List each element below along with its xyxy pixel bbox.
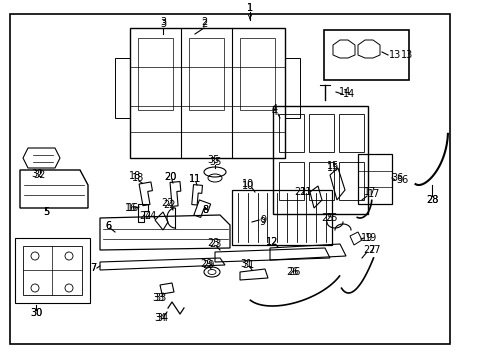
Text: 21: 21 (294, 187, 306, 197)
Text: 35: 35 (206, 155, 219, 165)
Text: 28: 28 (425, 195, 437, 205)
Bar (231, 190, 331, 245)
Text: 3: 3 (160, 17, 166, 27)
Text: 29: 29 (200, 259, 212, 269)
Text: 18: 18 (132, 173, 144, 183)
Text: 4: 4 (271, 107, 278, 117)
Text: 26: 26 (285, 267, 298, 277)
Bar (23, 246, 82, 295)
Bar (279, 162, 304, 200)
Text: 35: 35 (208, 157, 221, 167)
Bar (272, 106, 367, 214)
Text: 32: 32 (34, 170, 46, 180)
Bar (338, 162, 363, 200)
Text: 5: 5 (43, 207, 49, 217)
Text: 31: 31 (242, 260, 254, 270)
Text: 13: 13 (388, 50, 401, 60)
Text: 25: 25 (321, 213, 333, 223)
Text: 36: 36 (395, 175, 407, 185)
Text: 29: 29 (202, 260, 214, 270)
Text: 24: 24 (143, 211, 156, 221)
Text: 10: 10 (242, 179, 254, 189)
Text: 28: 28 (425, 195, 437, 205)
Text: 15: 15 (326, 163, 339, 173)
Bar (338, 114, 363, 152)
Text: 17: 17 (367, 189, 380, 199)
Text: 12: 12 (265, 237, 278, 247)
Text: 22: 22 (163, 200, 176, 210)
Text: 16: 16 (126, 203, 139, 213)
Text: 6: 6 (105, 221, 111, 231)
Text: 2: 2 (201, 19, 207, 29)
Text: 2: 2 (201, 17, 207, 27)
Text: 17: 17 (363, 187, 375, 197)
Text: 30: 30 (30, 308, 42, 318)
Text: 31: 31 (240, 259, 252, 269)
Bar (324, 30, 408, 80)
Text: 7: 7 (90, 263, 96, 273)
Text: 15: 15 (326, 161, 339, 171)
Text: 22: 22 (162, 198, 174, 208)
Text: 7: 7 (90, 263, 96, 273)
Text: 1: 1 (246, 3, 253, 13)
Bar (138, 38, 173, 109)
Bar (189, 38, 224, 109)
Text: 25: 25 (325, 213, 338, 223)
Text: 14: 14 (338, 87, 350, 97)
Text: 8: 8 (202, 205, 207, 215)
Text: 20: 20 (163, 172, 176, 182)
Bar (10, 14, 449, 344)
Text: 21: 21 (298, 187, 310, 197)
Bar (357, 154, 391, 204)
Bar (279, 114, 304, 152)
Text: 30: 30 (30, 308, 42, 318)
Text: 6: 6 (105, 221, 111, 231)
Text: 4: 4 (271, 104, 278, 114)
Bar (308, 162, 333, 200)
Text: 32: 32 (32, 169, 44, 179)
Text: 13: 13 (400, 50, 412, 60)
Text: 34: 34 (154, 313, 166, 323)
Text: 18: 18 (129, 171, 141, 181)
Text: 19: 19 (360, 233, 372, 243)
Bar (115, 58, 130, 118)
Text: 19: 19 (364, 233, 376, 243)
Text: 24: 24 (140, 211, 152, 221)
Text: 11: 11 (188, 174, 201, 184)
Text: 33: 33 (154, 293, 166, 303)
Text: 20: 20 (163, 172, 176, 182)
Text: 34: 34 (156, 313, 168, 323)
Text: 14: 14 (342, 89, 354, 99)
Text: 1: 1 (246, 3, 253, 13)
Text: 33: 33 (152, 293, 164, 303)
Bar (285, 58, 299, 118)
Text: 9: 9 (260, 215, 265, 225)
Text: 9: 9 (259, 217, 264, 227)
Text: 8: 8 (202, 205, 207, 215)
Text: 27: 27 (363, 245, 375, 255)
Text: 12: 12 (265, 237, 278, 247)
Text: 27: 27 (367, 245, 380, 255)
Bar (15, 238, 90, 303)
Text: 11: 11 (188, 174, 201, 184)
Text: 10: 10 (242, 181, 254, 191)
Text: 26: 26 (287, 267, 300, 277)
Bar (308, 114, 333, 152)
Bar (130, 28, 285, 158)
Text: 3: 3 (160, 19, 166, 29)
Text: 5: 5 (43, 207, 49, 217)
Text: 16: 16 (124, 203, 137, 213)
Text: 36: 36 (390, 173, 402, 183)
Bar (240, 38, 275, 109)
Text: 23: 23 (206, 238, 219, 248)
Text: 23: 23 (208, 239, 221, 249)
